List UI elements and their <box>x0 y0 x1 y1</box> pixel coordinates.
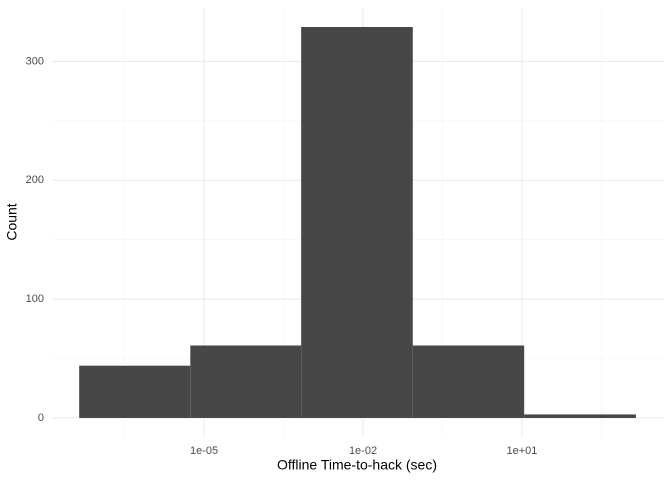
x-tick-label: 1e+01 <box>507 445 538 457</box>
bar <box>524 414 636 418</box>
x-tick-label: 1e-05 <box>190 445 218 457</box>
bar <box>79 365 191 418</box>
y-tick-label: 300 <box>26 55 44 67</box>
y-tick-label: 0 <box>38 412 44 424</box>
y-axis-title: Count <box>4 203 20 240</box>
y-tick-label: 200 <box>26 174 44 186</box>
bar <box>190 345 302 418</box>
x-tick-label: 1e-02 <box>349 445 377 457</box>
bar <box>412 345 525 418</box>
x-axis-title: Offline Time-to-hack (sec) <box>277 457 437 473</box>
y-tick-label: 100 <box>26 293 44 305</box>
bar <box>301 27 413 418</box>
